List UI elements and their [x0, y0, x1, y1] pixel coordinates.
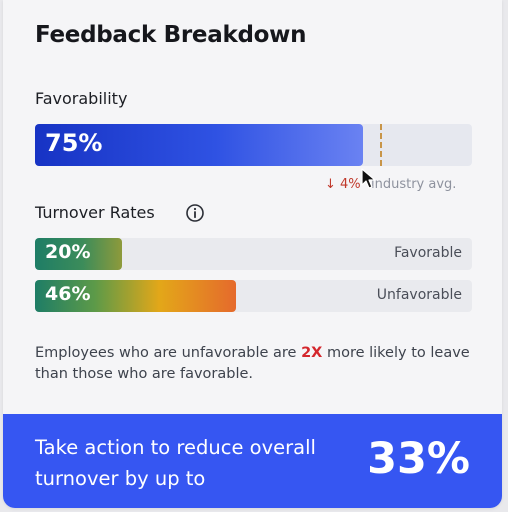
insight-note: Employees who are unfavorable are 2X mor…: [35, 343, 475, 385]
turnover-unfavorable-fill: [35, 280, 237, 312]
turnover-rates-label: Turnover Rates: [35, 203, 155, 222]
note-highlight: 2X: [301, 345, 323, 361]
info-icon[interactable]: [185, 203, 205, 223]
favorability-bar[interactable]: 75%: [35, 124, 472, 166]
feedback-breakdown-card: Feedback Breakdown Favorability 75% ↓ 4%…: [3, 0, 502, 508]
action-banner[interactable]: Take action to reduce overall turnover b…: [3, 414, 502, 508]
industry-delta: ↓ 4%: [325, 177, 361, 192]
favorability-fill: [35, 124, 363, 166]
note-text-after: more likely to leave than those who are …: [35, 345, 470, 382]
turnover-favorable-tag: Favorable: [394, 245, 462, 261]
favorability-label: Favorability: [35, 89, 128, 108]
turnover-unfavorable-bar[interactable]: 46% Unfavorable: [35, 280, 472, 312]
turnover-favorable-fill: [35, 238, 123, 270]
turnover-favorable-bar[interactable]: 20% Favorable: [35, 238, 472, 270]
industry-average-label: industry avg.: [371, 177, 457, 192]
card-title: Feedback Breakdown: [35, 22, 307, 48]
banner-text: Take action to reduce overall turnover b…: [35, 436, 316, 490]
turnover-unfavorable-tag: Unfavorable: [376, 287, 462, 303]
banner-value: 33%: [367, 434, 470, 484]
turnover-unfavorable-value: 46%: [45, 283, 91, 305]
turnover-favorable-value: 20%: [45, 241, 91, 263]
mouse-cursor-icon: [361, 168, 376, 189]
favorability-value: 75%: [45, 129, 103, 157]
industry-average-marker: [380, 124, 383, 166]
note-text-before: Employees who are unfavorable are: [35, 345, 302, 361]
